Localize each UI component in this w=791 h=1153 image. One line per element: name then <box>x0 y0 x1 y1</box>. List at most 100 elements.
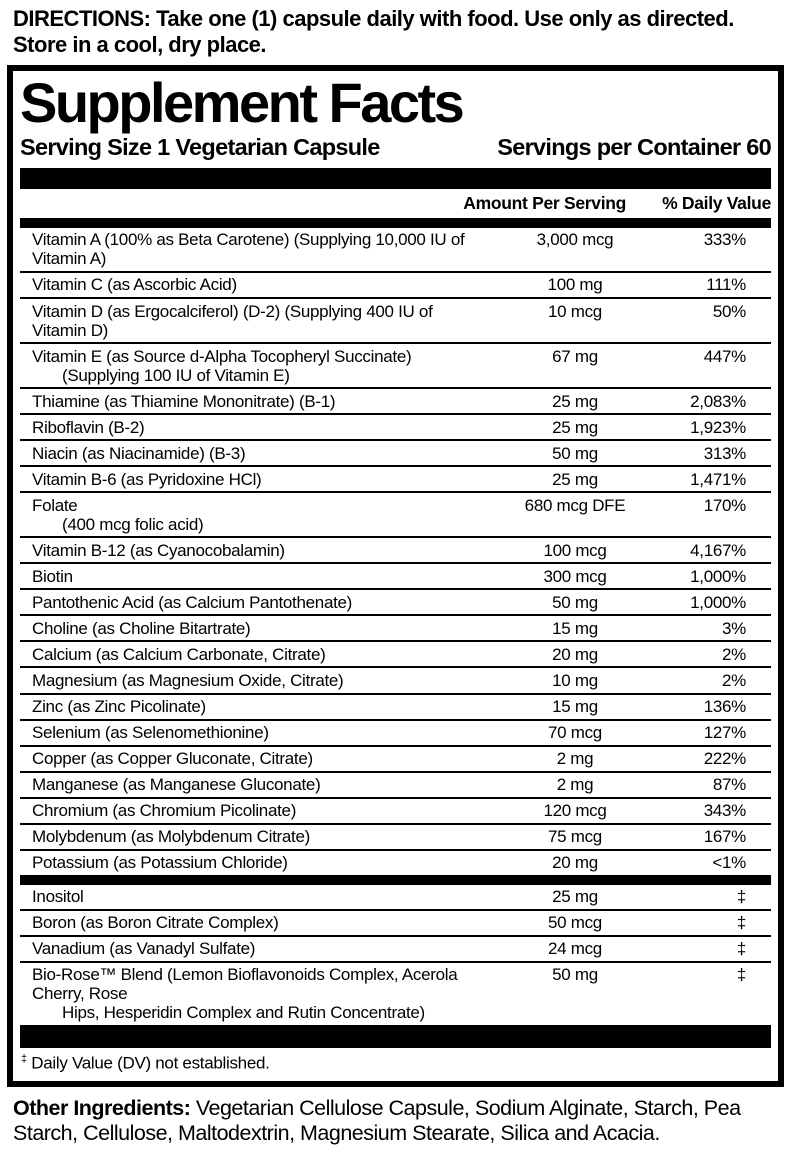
table-row: Copper (as Copper Gluconate, Citrate) 2 m… <box>20 744 771 771</box>
ingredient-name: Potassium (as Potassium Chloride) <box>32 853 288 873</box>
ingredient-name: Riboflavin (B-2) <box>32 417 145 437</box>
ingredient-name: Vanadium (as Vanadyl Sulfate) <box>32 939 256 959</box>
ingredient-name: Boron (as Boron Citrate Complex) <box>32 913 279 933</box>
amount-value: 680 mcg DFE <box>524 495 626 515</box>
ingredient-name: Vitamin C (as Ascorbic Acid) <box>32 275 237 295</box>
daily-value: 4,167% <box>690 540 746 560</box>
daily-value: 2% <box>722 670 746 690</box>
amount-value: 25 mg <box>552 469 598 489</box>
amount-value: 25 mg <box>552 417 598 437</box>
daily-value: ‡ <box>736 887 746 907</box>
ingredient-name: Folate (400 mcg folic acid) <box>20 496 475 534</box>
daily-value: 2% <box>722 644 746 664</box>
table-row: Zinc (as Zinc Picolinate) 15 mg 136% <box>20 692 771 719</box>
section-divider-bar <box>20 874 771 885</box>
amount-value: 24 mcg <box>548 939 602 959</box>
amount-value: 15 mg <box>552 697 598 716</box>
daily-value: 447% <box>703 346 747 366</box>
directions-label: DIRECTIONS: <box>13 6 151 31</box>
amount-value: 2 mg <box>556 749 594 769</box>
table-row: Chromium (as Chromium Picolinate) 120 mcg… <box>20 796 771 823</box>
ingredient-name-continued: Hips, Hesperidin Complex and Rutin Conce… <box>62 1003 425 1023</box>
ingredient-name: Magnesium (as Magnesium Oxide, Citrate) <box>32 670 344 690</box>
column-header-daily-value: % Daily Value <box>662 192 771 213</box>
table-row: Choline (as Choline Bitartrate) 15 mg 3% <box>20 614 771 640</box>
amount-value: 20 mg <box>552 644 598 664</box>
ingredient-name: Copper (as Copper Gluconate, Citrate) <box>32 749 313 769</box>
amount-value: 300 mcg <box>543 566 607 586</box>
amount-value: 25 mg <box>552 391 598 411</box>
amount-value: 70 mcg <box>548 723 602 743</box>
table-row: Manganese (as Manganese Gluconate) 2 mg 87… <box>20 770 771 797</box>
table-row: Vitamin A (100% as Beta Carotene) (Suppl… <box>20 228 771 271</box>
table-row: Bio-Rose™ Blend (Lemon Bioflavonoids Com… <box>20 960 771 1025</box>
amount-value: 15 mg <box>552 618 598 638</box>
other-ingredients: Other Ingredients: Vegetarian Cellulose … <box>0 1087 791 1153</box>
daily-value: 50% <box>712 301 746 321</box>
daily-value: 313% <box>703 443 747 463</box>
table-row: Molybdenum (as Molybdenum Citrate) 75 mcg… <box>20 822 771 849</box>
table-row: Folate (400 mcg folic acid) 680 mcg DFE 170… <box>20 491 771 536</box>
table-row: Calcium (as Calcium Carbonate, Citrate) 2… <box>20 640 771 666</box>
ingredient-name: Niacin (as Niacinamide) (B-3) <box>32 443 246 463</box>
ingredient-name: Vitamin D (as Ergocalciferol) (D-2) (Sup… <box>32 301 433 340</box>
daily-value: <1% <box>712 853 746 873</box>
subheader-divider-bar <box>20 217 771 228</box>
daily-value: 127% <box>703 723 747 743</box>
daily-value: 343% <box>703 801 747 821</box>
table-row: Vitamin D (as Ergocalciferol) (D-2) (Sup… <box>20 297 771 342</box>
daily-value: ‡ <box>736 913 746 933</box>
serving-info-row: Serving Size 1 Vegetarian Capsule Servin… <box>20 131 772 168</box>
footer-divider-bar <box>20 1024 771 1048</box>
table-row: Vanadium (as Vanadyl Sulfate) 24 mcg ‡ <box>20 934 771 961</box>
daily-value: 170% <box>703 495 747 515</box>
facts-table: Vitamin A (100% as Beta Carotene) (Suppl… <box>20 228 771 1025</box>
ingredient-name: Chromium (as Chromium Picolinate) <box>32 801 297 821</box>
daily-value: 87% <box>712 775 746 795</box>
daily-value: 222% <box>703 749 747 769</box>
amount-value: 50 mg <box>552 443 598 463</box>
table-row: Vitamin B-12 (as Cyanocobalamin) 100 mcg 4… <box>20 536 771 562</box>
daily-value: 1,923% <box>690 417 746 437</box>
footnote-text: Daily Value (DV) not established. <box>31 1053 270 1073</box>
servings-per-container: Servings per Container 60 <box>497 133 771 160</box>
table-row: Riboflavin (B-2) 25 mg 1,923% <box>20 413 771 439</box>
serving-size: Serving Size 1 Vegetarian Capsule <box>20 133 380 160</box>
ingredient-name: Selenium (as Selenomethionine) <box>32 723 269 743</box>
table-row: Vitamin E (as Source d-Alpha Tocopheryl … <box>20 342 771 387</box>
directions-text: DIRECTIONS: Take one (1) capsule daily w… <box>0 0 791 65</box>
ingredient-name: Manganese (as Manganese Gluconate) <box>32 775 321 795</box>
directions-body: Take one (1) capsule daily with food. Us… <box>13 6 734 57</box>
ingredient-name: Vitamin B-6 (as Pyridoxine HCl) <box>32 469 262 489</box>
table-row: Inositol 25 mg ‡ <box>20 885 771 909</box>
ingredient-name: Choline (as Choline Bitartrate) <box>32 618 251 638</box>
daily-value: 167% <box>703 827 747 847</box>
daily-value: 2,083% <box>690 391 746 411</box>
table-row: Vitamin C (as Ascorbic Acid) 100 mg 111% <box>20 270 771 297</box>
amount-value: 100 mcg <box>543 540 607 560</box>
table-row: Boron (as Boron Citrate Complex) 50 mcg ‡ <box>20 908 771 935</box>
amount-value: 75 mcg <box>548 827 602 847</box>
amount-value: 50 mcg <box>548 913 602 933</box>
ingredient-name: Vitamin B-12 (as Cyanocobalamin) <box>32 540 285 560</box>
ingredient-name: Calcium (as Calcium Carbonate, Citrate) <box>32 644 326 664</box>
amount-value: 20 mg <box>552 853 598 873</box>
daily-value: 333% <box>703 230 747 250</box>
daily-value: 1,000% <box>690 592 746 612</box>
daily-value: 3% <box>722 618 746 638</box>
table-row: Selenium (as Selenomethionine) 70 mcg 127% <box>20 718 771 745</box>
daily-value: 1,000% <box>690 566 746 586</box>
supplement-facts-panel: Supplement Facts Serving Size 1 Vegetari… <box>7 65 784 1087</box>
amount-value: 10 mcg <box>548 301 602 321</box>
ingredient-name-continued: (400 mcg folic acid) <box>62 514 204 534</box>
amount-value: 3,000 mcg <box>536 230 614 250</box>
ingredient-name: Pantothenic Acid (as Calcium Pantothenat… <box>32 592 353 612</box>
amount-value: 50 mg <box>552 592 598 612</box>
header-divider-bar <box>20 167 771 189</box>
ingredient-name: Vitamin E (as Source d-Alpha Tocopheryl … <box>20 347 475 385</box>
daily-value: 111% <box>706 275 746 295</box>
ingredient-name: Zinc (as Zinc Picolinate) <box>32 697 206 716</box>
table-row: Vitamin B-6 (as Pyridoxine HCl) 25 mg 1,47… <box>20 465 771 491</box>
table-row: Niacin (as Niacinamide) (B-3) 50 mg 313% <box>20 439 771 465</box>
